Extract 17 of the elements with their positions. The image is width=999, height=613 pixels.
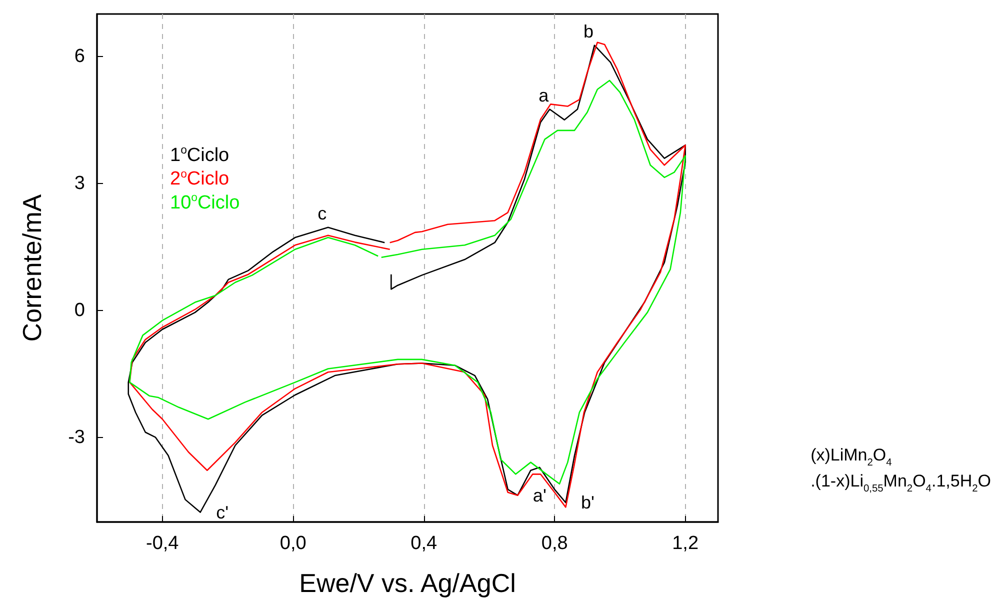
annotation: b' — [580, 492, 594, 513]
annotation: c — [318, 203, 327, 224]
annotation: b — [583, 21, 594, 42]
annotation: a' — [532, 485, 546, 506]
y-tick-label: 3 — [74, 172, 85, 194]
y-axis-title: Corrente/mA — [17, 194, 47, 342]
x-tick-label: 0,0 — [280, 533, 306, 554]
x-tick-label: -0,4 — [146, 533, 180, 554]
x-tick-label: 0,4 — [410, 533, 438, 554]
y-tick-label: -3 — [68, 426, 85, 448]
y-tick-label: 0 — [74, 300, 85, 321]
y-tick-label: 6 — [74, 46, 85, 67]
annotation: a — [538, 85, 550, 106]
x-tick-label: 0,8 — [541, 533, 568, 554]
x-axis-title: Ewe/V vs. Ag/AgCl — [299, 568, 516, 598]
annotation: c' — [216, 502, 228, 522]
x-tick-label: 1,2 — [672, 533, 699, 554]
